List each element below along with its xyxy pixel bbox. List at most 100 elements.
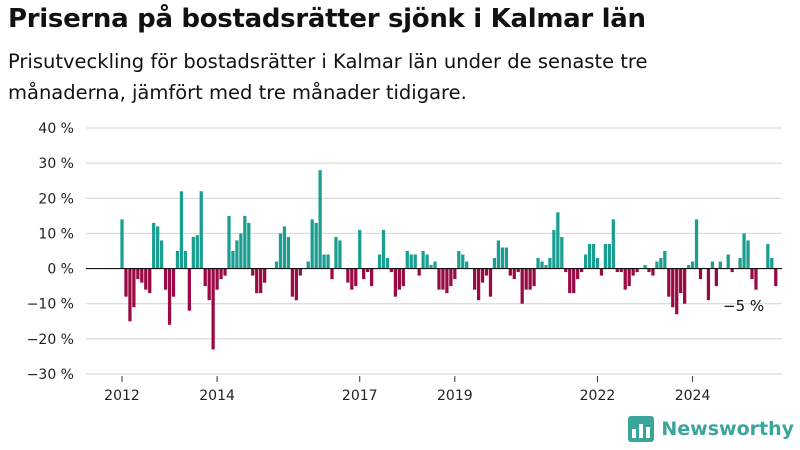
- bar: [698, 268, 703, 280]
- bar: [520, 268, 524, 304]
- bar: [631, 268, 635, 276]
- bar: [441, 268, 445, 290]
- y-tick-label: 10 %: [38, 226, 74, 242]
- bar: [750, 268, 754, 280]
- bars: [120, 170, 778, 350]
- bar: [191, 236, 195, 269]
- bar: [766, 243, 770, 269]
- bar: [512, 268, 516, 280]
- bar: [362, 268, 366, 280]
- x-tick-label: 2017: [342, 388, 378, 404]
- bar: [615, 268, 619, 273]
- bar: [619, 268, 623, 273]
- bar: [667, 268, 671, 297]
- bar: [183, 251, 188, 269]
- bar: [393, 268, 398, 297]
- bar: [310, 219, 314, 269]
- bar: [496, 240, 501, 269]
- bar: [500, 247, 504, 269]
- bar: [239, 233, 243, 269]
- bar: [227, 215, 231, 269]
- bar: [603, 243, 608, 269]
- bar: [385, 258, 390, 269]
- bar: [187, 268, 191, 311]
- bar: [294, 268, 298, 301]
- bar: [710, 261, 714, 269]
- x-tick-label: 2012: [104, 388, 140, 404]
- bar: [726, 254, 730, 269]
- bar: [413, 254, 417, 269]
- bar: [259, 268, 263, 294]
- bar: [397, 268, 401, 290]
- gridlines: [86, 127, 782, 375]
- bar: [686, 265, 691, 269]
- x-tick-label: 2024: [675, 388, 711, 404]
- y-tick-label: 40 %: [38, 121, 74, 137]
- bar: [231, 251, 235, 269]
- bar: [524, 268, 528, 290]
- bar: [219, 268, 223, 280]
- bar: [445, 268, 449, 294]
- bar: [433, 261, 437, 269]
- x-tick-label: 2014: [199, 388, 235, 404]
- bar: [290, 268, 294, 297]
- bar: [429, 265, 433, 269]
- bar: [461, 254, 465, 269]
- bar: [437, 268, 441, 290]
- bar: [516, 268, 520, 273]
- bar: [587, 243, 592, 269]
- bar: [583, 254, 588, 269]
- bar: [473, 268, 477, 290]
- bar: [480, 268, 485, 283]
- bar: [175, 251, 180, 269]
- chart-subtitle: Prisutveckling för bostadsrätter i Kalma…: [8, 50, 648, 104]
- bar: [322, 254, 326, 269]
- bar: [207, 268, 211, 301]
- bar: [591, 243, 596, 269]
- newsworthy-brand: Newsworthy: [628, 416, 794, 442]
- y-tick-label: −30 %: [27, 367, 74, 383]
- bar: [532, 268, 536, 287]
- bar: [635, 268, 639, 273]
- bar: [421, 251, 425, 269]
- bar: [770, 258, 774, 269]
- bar: [540, 261, 544, 269]
- bar: [199, 191, 203, 269]
- bar: [564, 268, 568, 273]
- bar: [152, 222, 156, 269]
- bar: [623, 268, 627, 290]
- bar: [389, 268, 394, 273]
- bar: [457, 251, 461, 269]
- bar: [346, 268, 350, 283]
- bar: [508, 268, 512, 276]
- bar: [663, 251, 667, 269]
- bar: [643, 265, 647, 269]
- bar: [124, 268, 128, 297]
- bar: [675, 268, 679, 315]
- bar: [132, 268, 136, 308]
- bar: [326, 254, 330, 269]
- bar: [465, 261, 469, 269]
- bar: [504, 247, 508, 269]
- bar: [215, 268, 219, 290]
- bar: [453, 268, 457, 280]
- bar: [730, 268, 734, 273]
- bar: [449, 268, 453, 287]
- bar: [754, 268, 758, 290]
- bar: [627, 268, 631, 287]
- bar: [401, 268, 405, 287]
- bar: [350, 268, 354, 290]
- bar: [148, 268, 152, 294]
- bar: [140, 268, 144, 283]
- bar: [679, 268, 683, 294]
- bar: [263, 268, 267, 283]
- bar: [607, 243, 611, 269]
- y-tick-label: 0 %: [47, 262, 74, 278]
- bar: [659, 258, 663, 269]
- bar: [247, 222, 251, 269]
- bar: [255, 268, 259, 294]
- bar: [278, 233, 283, 269]
- bar: [160, 240, 164, 269]
- brand-name: Newsworthy: [661, 418, 794, 440]
- bar: [306, 261, 310, 269]
